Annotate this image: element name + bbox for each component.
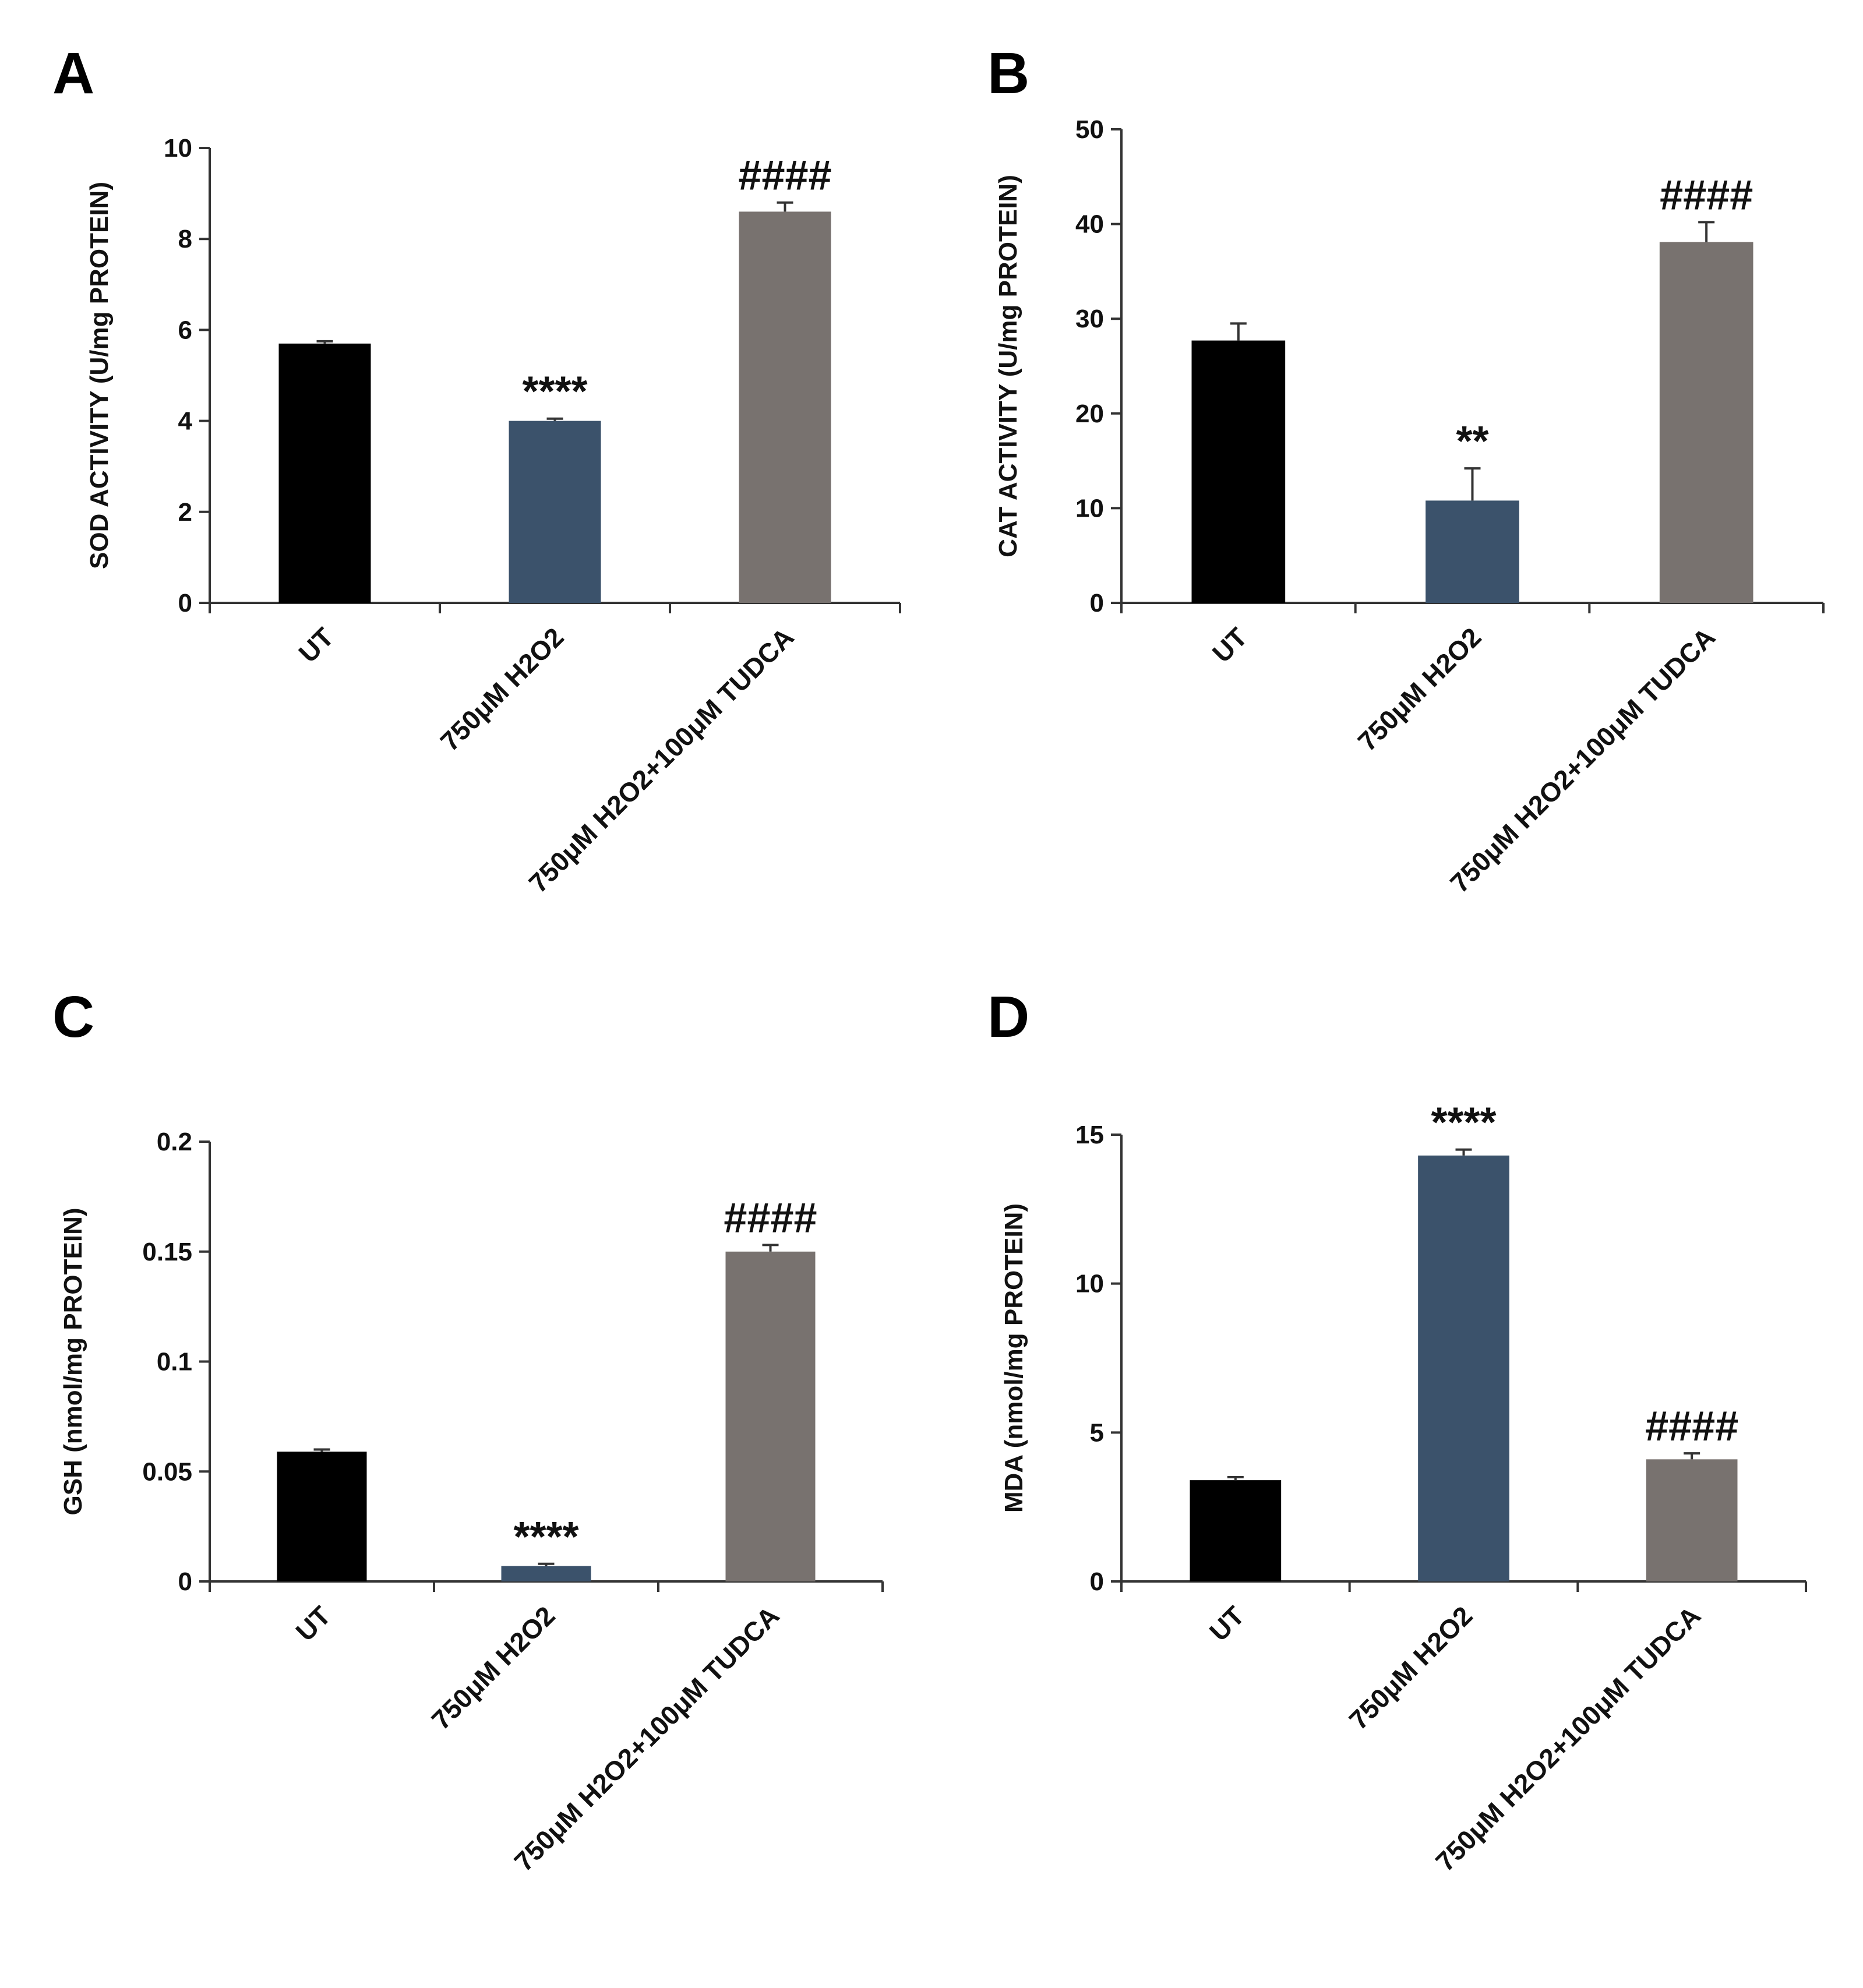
y-tick-label: 0: [178, 589, 192, 617]
bar: [1659, 242, 1753, 603]
bar: [278, 343, 371, 603]
y-tick-label: 20: [1075, 400, 1104, 428]
y-tick-label: 40: [1075, 210, 1104, 239]
bar: [1190, 1480, 1282, 1581]
y-tick-label: 10: [164, 134, 192, 163]
category-label: 750μM H2O2+100μM TUDCA: [508, 1600, 785, 1877]
hash-significance-4: ####: [1645, 1403, 1738, 1450]
bar: [1646, 1459, 1738, 1581]
y-tick-label: 0: [178, 1567, 192, 1596]
bar: [1418, 1155, 1509, 1581]
category-label: UT: [290, 1600, 336, 1647]
bar: [1191, 340, 1286, 603]
y-tick-label: 0.15: [142, 1238, 192, 1266]
y-axis-label: CAT ACTIVITY (U/mg PROTEIN): [994, 175, 1022, 557]
y-tick-label: 5: [1090, 1418, 1104, 1447]
bar: [1426, 500, 1519, 603]
hash-significance-4: ####: [738, 153, 831, 199]
y-tick-label: 50: [1075, 115, 1104, 144]
bar: [725, 1251, 816, 1581]
y-tick-label: 0: [1090, 589, 1104, 617]
panel-b: B CAT ACTIVITY (U/mg PROTEIN) 0 10 20 30 40 50 U…: [987, 41, 1825, 898]
category-label: 750μM H2O2: [1343, 1600, 1479, 1735]
y-tick-label: 0: [1090, 1567, 1104, 1596]
y-axis-label: GSH (nmol/mg PROTEIN): [59, 1208, 87, 1516]
y-axis-label: SOD ACTIVITY (U/mg PROTEIN): [85, 182, 114, 569]
panel-letter-b: B: [987, 41, 1029, 106]
panel-letter-a: A: [52, 41, 94, 106]
category-label: 750μM H2O2: [435, 622, 570, 757]
bar: [509, 421, 601, 603]
bar: [277, 1452, 367, 1581]
y-tick-label: 0.05: [142, 1457, 192, 1486]
category-label: UT: [1206, 622, 1253, 668]
star-significance-2: **: [1456, 418, 1488, 465]
y-tick-label: 10: [1075, 1270, 1104, 1298]
star-significance-4: ****: [1431, 1100, 1496, 1146]
panel-letter-d: D: [987, 984, 1029, 1050]
star-significance-4: ****: [513, 1514, 578, 1560]
star-significance-4: ****: [522, 369, 587, 415]
category-label: 750μM H2O2: [1352, 622, 1487, 757]
hash-significance-4: ####: [724, 1195, 817, 1241]
category-label: UT: [1204, 1600, 1250, 1647]
y-tick-label: 0.1: [157, 1348, 192, 1376]
y-tick-label: 30: [1075, 305, 1104, 333]
y-axis-label: MDA (nmol/mg PROTEIN): [1000, 1203, 1028, 1513]
y-tick-label: 4: [178, 407, 193, 436]
bar: [739, 211, 831, 603]
y-tick-label: 6: [178, 316, 192, 344]
category-label: 750μM H2O2+100μM TUDCA: [523, 622, 799, 898]
panel-c: C GSH (nmol/mg PROTEIN) 0 0.05 0.1 0.15 0.2 UT *…: [52, 984, 884, 1877]
hash-significance-4: ####: [1660, 172, 1753, 218]
category-label: 750μM H2O2+100μM TUDCA: [1444, 622, 1721, 898]
y-tick-label: 0.2: [157, 1128, 192, 1156]
category-label: 750μM H2O2+100μM TUDCA: [1430, 1600, 1706, 1877]
panel-d: D MDA (nmol/mg PROTEIN) 0 5 10 15 UT **** 750μM …: [987, 984, 1807, 1877]
y-tick-label: 10: [1075, 494, 1104, 522]
bar: [501, 1566, 591, 1581]
y-tick-label: 2: [178, 498, 192, 527]
panel-letter-c: C: [52, 984, 94, 1050]
category-label: 750μM H2O2: [426, 1600, 561, 1735]
panel-a: A SOD ACTIVITY (U/mg PROTEIN) 0 2 4 6 8 10 UT ***…: [52, 41, 901, 898]
y-tick-label: 15: [1075, 1121, 1104, 1149]
category-label: UT: [292, 622, 339, 668]
y-tick-label: 8: [178, 225, 192, 253]
